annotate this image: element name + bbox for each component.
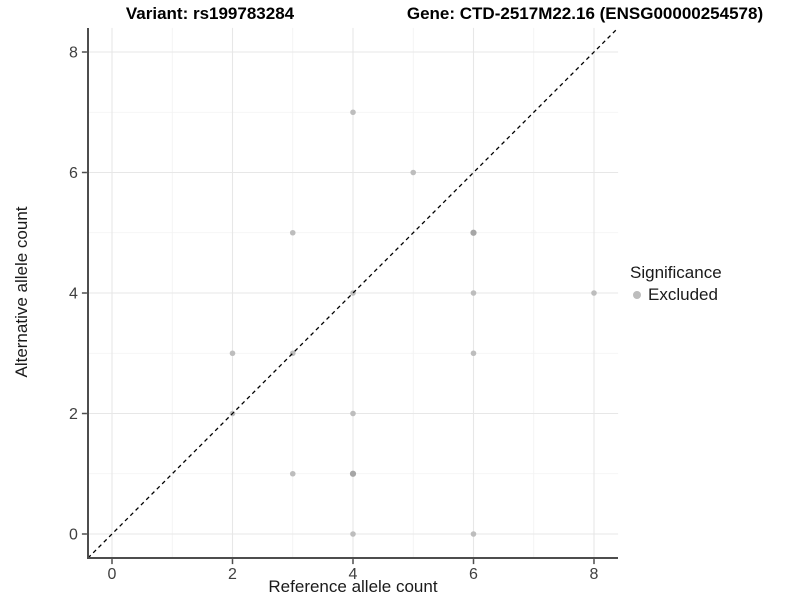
data-point	[591, 290, 597, 296]
legend-entry-excluded: Excluded	[630, 285, 722, 305]
y-tick-label: 2	[69, 406, 78, 423]
data-point	[470, 531, 477, 537]
data-point	[470, 290, 477, 296]
data-point	[470, 229, 477, 236]
data-point	[470, 350, 477, 357]
legend-title: Significance	[630, 263, 722, 282]
y-axis-title: Alternative allele count	[12, 206, 31, 378]
data-point	[289, 229, 296, 236]
variant-title: Variant: rs199783284	[125, 4, 295, 23]
y-tick-label: 6	[69, 165, 78, 182]
x-tick-label: 2	[228, 566, 237, 583]
x-tick-label: 0	[108, 566, 117, 583]
legend-entry-label: Excluded	[648, 285, 718, 304]
excluded-point-icon	[633, 291, 641, 299]
x-tick-label: 6	[469, 566, 478, 583]
x-tick-label: 8	[590, 566, 599, 583]
data-point	[350, 531, 356, 537]
y-tick-label: 8	[69, 45, 78, 62]
gene-title: Gene: CTD-2517M22.16 (ENSG00000254578)	[406, 4, 764, 23]
y-tick-label: 4	[69, 286, 78, 303]
data-point	[349, 470, 357, 477]
data-point	[229, 350, 236, 357]
x-tick-label: 4	[349, 566, 358, 583]
data-point	[289, 470, 296, 477]
identity-line	[87, 27, 619, 559]
legend: Significance Excluded	[630, 263, 722, 305]
data-point	[410, 169, 417, 176]
data-point	[350, 410, 356, 417]
data-point	[350, 109, 356, 116]
y-tick-label: 0	[69, 527, 78, 544]
x-axis-title: Reference allele count	[268, 577, 438, 596]
